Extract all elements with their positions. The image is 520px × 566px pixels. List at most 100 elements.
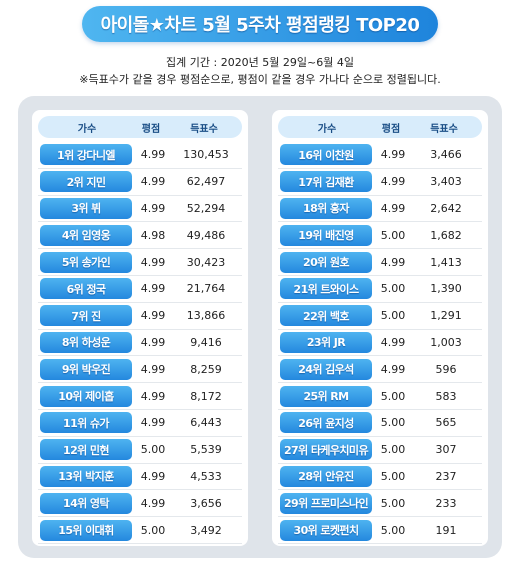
table-row: 24위 김우석 4.99 596 xyxy=(278,356,482,384)
table-row: 4위 임영웅 4.98 49,486 xyxy=(38,222,242,250)
score-cell: 4.99 xyxy=(140,469,166,483)
artist-rank-badge: 20위 원호 xyxy=(280,251,372,273)
table-row: 11위 슈가 4.99 6,443 xyxy=(38,410,242,437)
votes-cell: 3,492 xyxy=(190,523,222,537)
votes-cell: 307 xyxy=(435,443,457,457)
score-cell: 5.00 xyxy=(380,228,406,242)
table-row: 14위 영탁 4.99 3,656 xyxy=(38,490,242,518)
table-row: 9위 박우진 4.99 8,259 xyxy=(38,356,242,384)
votes-cell: 1,003 xyxy=(430,335,462,349)
sort-note: ※득표수가 같을 경우 평점순으로, 평점이 같을 경우 가나다 순으로 정렬됩… xyxy=(79,73,441,86)
score-cell: 4.99 xyxy=(380,255,406,269)
votes-cell: 1,291 xyxy=(430,309,462,323)
column-header-score: 평점 xyxy=(381,123,401,135)
artist-rank-badge: 25위 RM xyxy=(280,385,372,407)
table-row: 23위 JR 4.99 1,003 xyxy=(278,330,482,357)
votes-cell: 62,497 xyxy=(186,175,226,189)
score-cell: 4.98 xyxy=(140,228,166,242)
table-row: 25위 RM 5.00 583 xyxy=(278,383,482,410)
votes-cell: 237 xyxy=(435,469,457,483)
artist-rank-badge: 16위 이찬원 xyxy=(280,144,372,166)
votes-cell: 233 xyxy=(435,496,457,510)
table-rows: 1위 강다니엘 4.99 130,453 2위 지민 4.99 62,497 3위 뷔 4.9… xyxy=(38,142,242,544)
score-cell: 5.00 xyxy=(380,389,406,403)
artist-rank-badge: 7위 진 xyxy=(40,305,132,327)
score-cell: 4.99 xyxy=(380,175,406,189)
score-cell: 5.00 xyxy=(380,282,406,296)
votes-cell: 583 xyxy=(435,389,457,403)
votes-cell: 130,453 xyxy=(183,148,229,162)
votes-cell: 6,443 xyxy=(190,416,222,430)
votes-cell: 9,416 xyxy=(190,335,222,349)
votes-cell: 49,486 xyxy=(186,228,226,242)
period-text: 집계 기간 : 2020년 5월 29일~6월 4일 xyxy=(166,56,354,69)
artist-rank-badge: 4위 임영웅 xyxy=(40,224,132,246)
score-cell: 5.00 xyxy=(380,309,406,323)
artist-rank-badge: 5위 송가인 xyxy=(40,251,132,273)
artist-rank-badge: 12위 민현 xyxy=(40,439,132,461)
table-row: 29위 프로미스나인 5.00 233 xyxy=(278,490,482,518)
artist-rank-badge: 26위 윤지성 xyxy=(280,412,372,434)
column-header-artist: 가수 xyxy=(77,123,97,135)
artist-rank-badge: 29위 프로미스나인 xyxy=(280,492,372,514)
votes-cell: 596 xyxy=(435,362,457,376)
votes-cell: 4,533 xyxy=(190,469,222,483)
artist-rank-badge: 28위 안유진 xyxy=(280,465,372,487)
artist-rank-badge: 18위 홍자 xyxy=(280,197,372,219)
artist-rank-badge: 11위 슈가 xyxy=(40,412,132,434)
score-cell: 4.99 xyxy=(140,175,166,189)
table-row: 18위 홍자 4.99 2,642 xyxy=(278,196,482,223)
score-cell: 5.00 xyxy=(380,523,406,537)
table-row: 22위 백호 5.00 1,291 xyxy=(278,303,482,330)
page-title: 아이돌★차트 5월 5주차 평점랭킹 TOP20 xyxy=(100,15,420,36)
column-header-votes: 득표수 xyxy=(190,123,218,135)
votes-cell: 3,403 xyxy=(430,175,462,189)
score-cell: 4.99 xyxy=(140,416,166,430)
table-row: 27위 타케우치미유 5.00 307 xyxy=(278,437,482,464)
score-cell: 5.00 xyxy=(140,443,166,457)
artist-rank-badge: 19위 배진영 xyxy=(280,224,372,246)
artist-rank-badge: 13위 박지훈 xyxy=(40,465,132,487)
column-header-artist: 가수 xyxy=(317,123,337,135)
table-row: 16위 이찬원 4.99 3,466 xyxy=(278,142,482,169)
table-rows: 16위 이찬원 4.99 3,466 17위 김재환 4.99 3,403 18위 홍자 4.… xyxy=(278,142,482,544)
score-cell: 4.99 xyxy=(380,148,406,162)
votes-cell: 52,294 xyxy=(186,201,226,215)
artist-rank-badge: 24위 김우석 xyxy=(280,358,372,380)
votes-cell: 1,390 xyxy=(430,282,462,296)
table-row: 21위 트와이스 5.00 1,390 xyxy=(278,276,482,303)
score-cell: 4.99 xyxy=(140,362,166,376)
artist-rank-badge: 9위 박우진 xyxy=(40,358,132,380)
votes-cell: 21,764 xyxy=(186,282,226,296)
ranking-table-right: 가수 평점 득표수 16위 이찬원 4.99 3,466 17위 김재환 4.99 3,4… xyxy=(272,110,488,546)
artist-rank-badge: 17위 김재환 xyxy=(280,171,372,193)
table-row: 5위 송가인 4.99 30,423 xyxy=(38,249,242,276)
score-cell: 5.00 xyxy=(380,469,406,483)
artist-rank-badge: 14위 영탁 xyxy=(40,492,132,514)
score-cell: 4.99 xyxy=(140,201,166,215)
table-row: 6위 정국 4.99 21,764 xyxy=(38,276,242,303)
table-row: 17위 김재환 4.99 3,403 xyxy=(278,169,482,196)
artist-rank-badge: 2위 지민 xyxy=(40,171,132,193)
artist-rank-badge: 6위 정국 xyxy=(40,278,132,300)
votes-cell: 13,866 xyxy=(186,309,226,323)
score-cell: 5.00 xyxy=(140,523,166,537)
artist-rank-badge: 8위 하성운 xyxy=(40,331,132,353)
table-header: 가수 평점 득표수 xyxy=(38,116,242,138)
artist-rank-badge: 1위 강다니엘 xyxy=(40,144,132,166)
votes-cell: 1,682 xyxy=(430,228,462,242)
votes-cell: 2,642 xyxy=(430,201,462,215)
score-cell: 4.99 xyxy=(140,282,166,296)
table-row: 30위 로켓펀치 5.00 191 xyxy=(278,517,482,544)
artist-rank-badge: 23위 JR xyxy=(280,331,372,353)
artist-rank-badge: 21위 트와이스 xyxy=(280,278,372,300)
votes-cell: 8,172 xyxy=(190,389,222,403)
column-header-votes: 득표수 xyxy=(430,123,458,135)
score-cell: 4.99 xyxy=(140,309,166,323)
ranking-table-left: 가수 평점 득표수 1위 강다니엘 4.99 130,453 2위 지민 4.99 62,… xyxy=(32,110,248,546)
votes-cell: 191 xyxy=(435,523,457,537)
artist-rank-badge: 3위 뷔 xyxy=(40,197,132,219)
table-row: 3위 뷔 4.99 52,294 xyxy=(38,196,242,223)
table-row: 2위 지민 4.99 62,497 xyxy=(38,169,242,196)
column-header-score: 평점 xyxy=(141,123,161,135)
